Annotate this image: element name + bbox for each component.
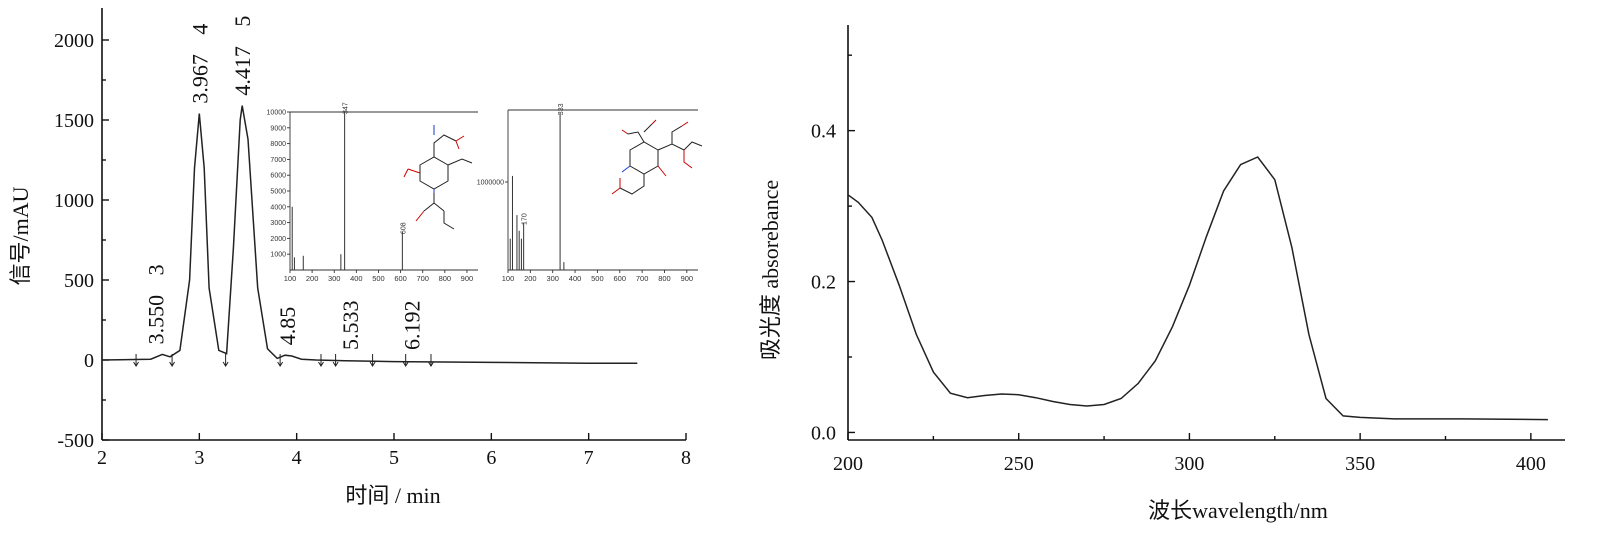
chromatogram-x-tick-label: 2: [97, 447, 107, 469]
integration-marker: [133, 354, 139, 367]
chromatogram-x-tick-label: 8: [681, 447, 691, 469]
inset-x-tick-label: 600: [394, 274, 407, 283]
inset-y-tick-label: 10000: [267, 110, 287, 117]
inset-x-tick-label: 500: [591, 274, 604, 283]
peak-retention-time-label: 5.533: [338, 301, 363, 351]
uv-y-tick-label: 0.4: [811, 121, 836, 143]
peak-retention-time-label: 4.85: [275, 307, 300, 346]
peak-retention-time-label: 3.967: [187, 54, 212, 104]
inset-x-tick-label: 900: [461, 274, 474, 283]
inset-x-tick-label: 300: [328, 274, 341, 283]
inset-y-tick-label: 1000000: [477, 180, 504, 187]
chromatogram-peak-labels: 3.550 3 3.967 4 4.417 5 4.85 5.533 6.192: [144, 16, 425, 350]
chromatogram-x-axis-label: 时间 / min: [345, 483, 440, 508]
chromatogram-x-tick-label: 4: [292, 447, 302, 469]
inset-1-ticks: 100 200 300 400 500 600 700 800 900 1000 2000 3000 4…: [267, 110, 474, 284]
inset-y-tick-label: 1000: [270, 252, 286, 259]
uv-x-tick-label: 300: [1174, 453, 1204, 475]
uv-axes: [847, 25, 1565, 441]
inset-y-tick-label: 5000: [270, 189, 286, 196]
chromatogram-chart: 2 3 4 5 6 7 8 -500 0 500 1000 1500 2000 3.550 3 3.967 4…: [8, 8, 703, 508]
integration-marker: [428, 354, 434, 367]
inset-background: [508, 110, 698, 270]
inset-2-structure-drawing: [611, 119, 703, 195]
chromatogram-series: [101, 105, 638, 367]
uv-x-tick-label: 250: [1004, 453, 1034, 475]
uv-y-tick-label: 0.0: [811, 422, 836, 444]
uv-absorbance-trace: [847, 156, 1548, 421]
inset-y-tick-label: 3000: [270, 220, 286, 227]
inset-peak-label: 608: [400, 222, 407, 234]
integration-marker: [318, 354, 324, 367]
peak-retention-time-label: 4.417: [230, 46, 255, 96]
inset-1-peaks: 347 608: [291, 102, 407, 270]
chromatogram-y-tick-label: 0: [84, 350, 94, 372]
inset-x-tick-label: 700: [416, 274, 429, 283]
integration-marker: [402, 354, 409, 367]
integration-marker: [169, 354, 176, 367]
integration-marker: [222, 354, 229, 367]
inset-x-tick-label: 900: [681, 274, 694, 283]
peak-number-label: 5: [230, 16, 255, 27]
uv-y-tick-label: 0.2: [811, 272, 836, 294]
inset-1-axes: [289, 111, 478, 271]
inset-x-tick-label: 400: [569, 274, 582, 283]
chromatogram-trace: [101, 105, 638, 364]
chromatogram-y-tick-label: 1000: [54, 190, 94, 212]
uv-series: [847, 156, 1548, 421]
inset-2-peaks: 170 333: [509, 103, 565, 270]
mass-spectrum-inset-1: 347 608 100 200 300 400 500 600 700 800 900 1000 20…: [267, 102, 478, 283]
integration-marker: [332, 354, 339, 367]
chromatogram-y-tick-label: -500: [57, 430, 94, 452]
inset-2-ticks: 100 200 300 400 500 600 700 800 900 1000000: [477, 180, 693, 284]
chromatogram-x-tick-label: 5: [389, 447, 399, 469]
uv-x-tick-label: 200: [833, 453, 863, 475]
mass-spectrum-inset-2: 170 333 100 200 300 400 500 600 700 800 900 100000…: [477, 103, 703, 284]
inset-x-tick-label: 700: [636, 274, 649, 283]
uv-spectrum-chart: 200 250 300 350 400 0.0 0.2 0.4 波长wavelength/nm…: [758, 25, 1565, 523]
inset-background: [290, 112, 478, 270]
inset-x-tick-label: 600: [614, 274, 627, 283]
chromatogram-y-axis-label: 信号/mAU: [8, 186, 33, 285]
peak-number-label: 3: [144, 264, 169, 275]
inset-y-tick-label: 6000: [270, 173, 286, 180]
uv-ticks: 200 250 300 350 400 0.0 0.2 0.4: [811, 54, 1546, 475]
inset-y-tick-label: 8000: [270, 141, 286, 148]
integration-marker: [277, 354, 284, 367]
peak-retention-time-label: 6.192: [400, 301, 425, 351]
inset-x-tick-label: 800: [658, 274, 671, 283]
uv-x-tick-label: 400: [1516, 453, 1546, 475]
chromatogram-y-tick-label: 2000: [54, 30, 94, 52]
inset-x-tick-label: 300: [546, 274, 559, 283]
chromatogram-x-tick-label: 3: [194, 447, 204, 469]
chromatogram-ticks: 2 3 4 5 6 7 8 -500 0 500 1000 1500 2000: [54, 30, 691, 469]
inset-1-structure-drawing: [403, 125, 473, 230]
inset-peak-label: 170: [522, 213, 529, 225]
uv-y-axis-label: 吸光度 absorebance: [758, 180, 783, 360]
inset-x-tick-label: 200: [524, 274, 537, 283]
inset-y-tick-label: 7000: [270, 157, 286, 164]
inset-x-tick-label: 500: [372, 274, 385, 283]
inset-x-tick-label: 100: [502, 274, 515, 283]
inset-2-axes: [507, 109, 698, 271]
inset-x-tick-label: 100: [284, 274, 297, 283]
inset-peak-label: 347: [343, 102, 350, 114]
inset-peak-label: 333: [558, 103, 565, 115]
chromatogram-y-tick-label: 500: [64, 270, 94, 292]
uv-x-axis-label: 波长wavelength/nm: [1148, 498, 1328, 523]
uv-x-tick-label: 350: [1345, 453, 1375, 475]
peak-retention-time-label: 3.550: [144, 295, 169, 345]
chromatogram-x-tick-label: 6: [486, 447, 496, 469]
chromatogram-x-tick-label: 7: [584, 447, 594, 469]
inset-x-tick-label: 200: [306, 274, 319, 283]
inset-x-tick-label: 800: [439, 274, 452, 283]
inset-x-tick-label: 400: [350, 274, 363, 283]
integration-marker: [369, 354, 376, 367]
peak-number-label: 4: [187, 24, 212, 35]
chromatogram-y-tick-label: 1500: [54, 110, 94, 132]
inset-y-tick-label: 4000: [270, 204, 286, 211]
inset-y-tick-label: 9000: [270, 125, 286, 132]
inset-y-tick-label: 2000: [270, 236, 286, 243]
